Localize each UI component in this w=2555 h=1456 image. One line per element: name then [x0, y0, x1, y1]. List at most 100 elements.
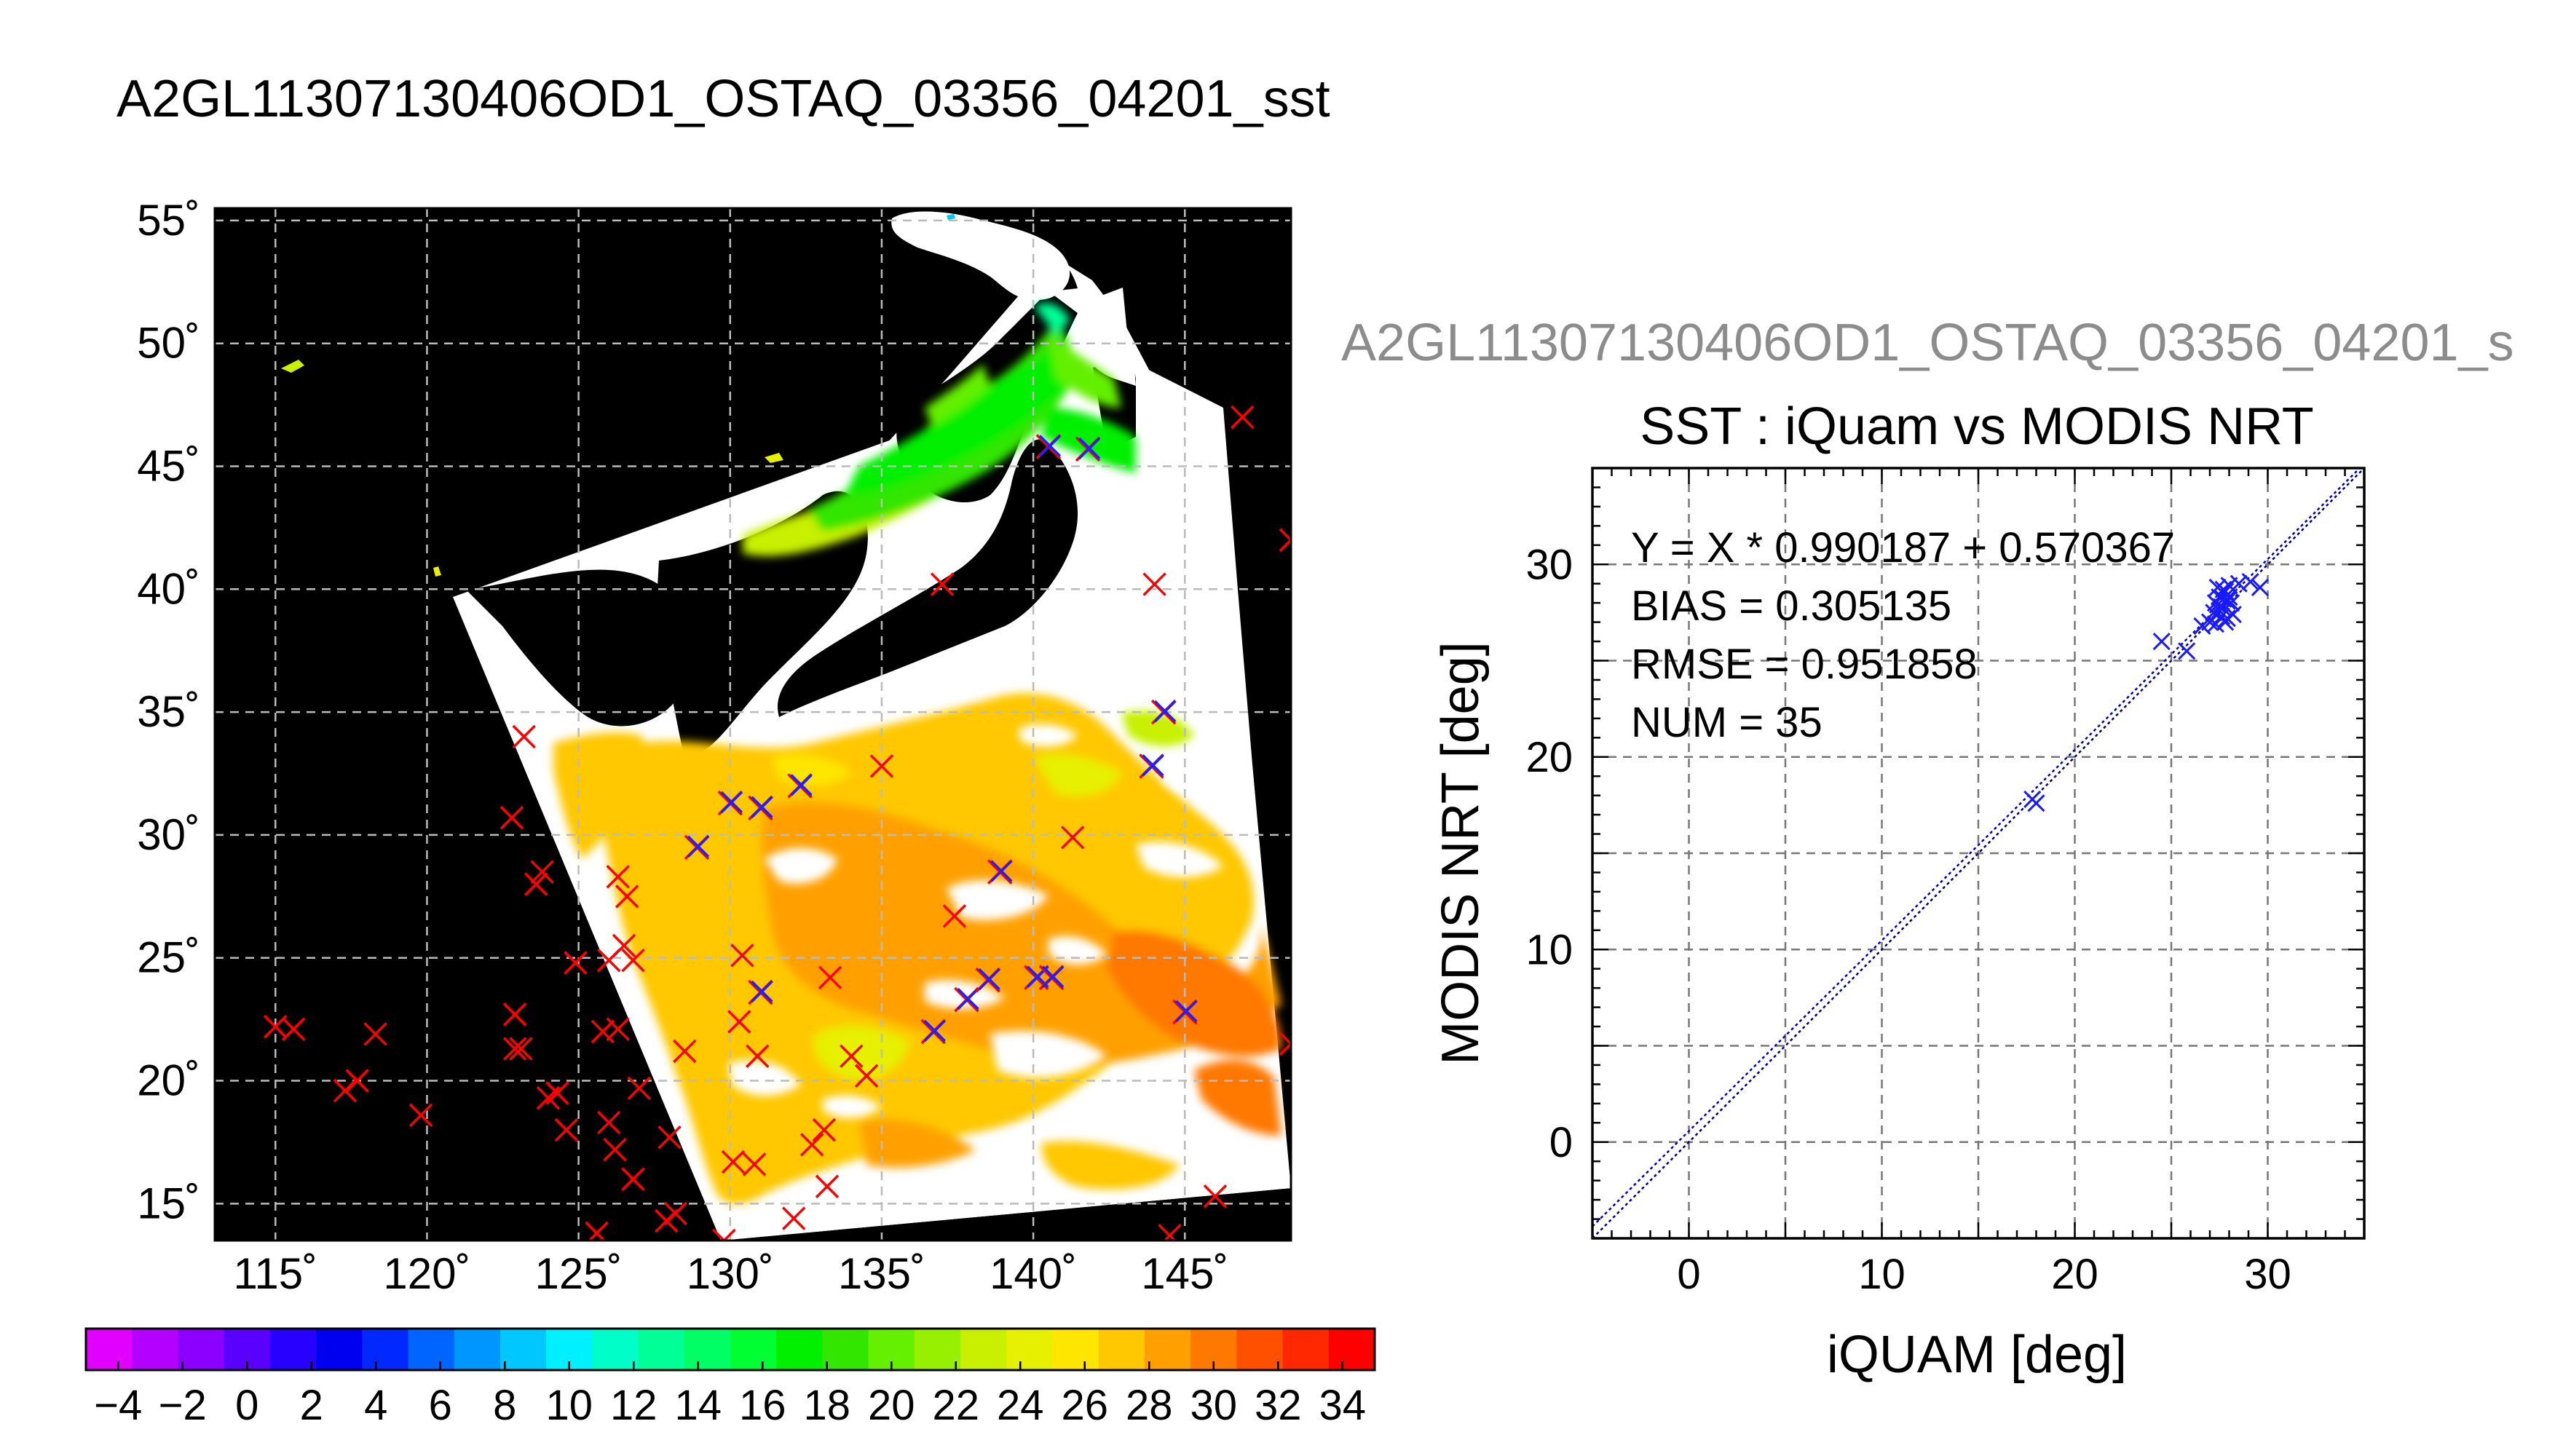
page-title: A2GL11307130406OD1_OSTAQ_03356_04201_sst	[117, 70, 1330, 128]
colorbar-tick-label: −4	[94, 1382, 142, 1429]
scatter-stat-line: NUM = 35	[1631, 699, 1823, 746]
insitu-marker	[657, 1125, 682, 1150]
map-x-ticks: 115˚ 120˚ 125˚ 130˚ 135˚ 140˚ 145˚	[233, 1249, 1228, 1298]
map-grid	[215, 208, 1291, 1241]
matched-marker-blue	[1041, 965, 1065, 988]
colorbar-swatch	[822, 1329, 869, 1370]
colorbar-swatch	[730, 1329, 777, 1370]
colorbar-swatch	[132, 1329, 178, 1370]
colorbar-swatch	[1098, 1329, 1145, 1370]
insitu-marker	[1279, 1032, 1291, 1056]
scatter-point	[2178, 642, 2196, 660]
map-x-tick-label: 130˚	[687, 1249, 774, 1298]
colorbar-tick-label: 34	[1319, 1382, 1366, 1429]
colorbar-tick-label: 30	[1190, 1382, 1237, 1429]
colorbar-swatches	[86, 1329, 1375, 1370]
insitu-marker	[942, 904, 967, 928]
insitu-marker	[815, 1174, 840, 1198]
colorbar-ticks: −4 −2 0 2 4 6 8 10 12 14 16 18 20 22 24 26 28 30 32 34	[94, 1361, 1366, 1429]
insitu-marker	[1158, 1224, 1182, 1241]
map-y-tick-label: 55˚	[137, 196, 200, 245]
matched-marker	[717, 790, 743, 816]
colorbar-tick-label: 28	[1126, 1382, 1173, 1429]
insitu-marker	[408, 1103, 433, 1128]
map-x-tick-label: 135˚	[838, 1249, 925, 1298]
insitu-marker	[1203, 1184, 1228, 1208]
insitu-marker	[591, 1019, 615, 1044]
insitu-marker	[597, 1110, 621, 1135]
colorbar-swatch	[638, 1329, 685, 1370]
insitu-marker	[1231, 405, 1255, 430]
matched-marker	[1150, 699, 1177, 725]
map-y-tick-label: 25˚	[137, 933, 200, 982]
map-y-ticks: 15˚ 20˚ 25˚ 30˚ 35˚ 40˚ 45˚ 50˚ 55˚	[137, 196, 200, 1227]
colorbar-swatch	[454, 1329, 501, 1370]
scatter-minor-ticks	[1591, 467, 2366, 1240]
insitu-marker	[530, 860, 554, 884]
insitu-marker	[1060, 826, 1085, 850]
matched-marker-blue	[1142, 754, 1164, 777]
scatter-x-ticks: 0 10 20 30	[1677, 1251, 2291, 1298]
insitu-marker	[621, 948, 645, 973]
scatter-y-tick-label: 30	[1525, 541, 1573, 588]
scatter-points	[2023, 572, 2269, 812]
scatter-y-label: MODIS NRT [deg]	[1431, 641, 1490, 1065]
colorbar-swatch	[408, 1329, 455, 1370]
insitu-marker	[712, 1228, 736, 1241]
insitu-marker	[499, 806, 524, 830]
insitu-marker	[840, 1044, 864, 1069]
colorbar-swatch	[776, 1329, 823, 1370]
insitu-marker	[545, 1081, 569, 1105]
colorbar-swatch	[316, 1329, 363, 1370]
scatter-x-tick-label: 20	[2051, 1251, 2098, 1298]
insitu-marker	[727, 1010, 751, 1034]
scatter-x-tick-label: 0	[1677, 1251, 1700, 1298]
insitu-marker	[554, 1117, 579, 1142]
scatter-x-tick-label: 30	[2244, 1251, 2291, 1298]
insitu-marker	[502, 1037, 527, 1061]
scatter-point	[2216, 613, 2235, 631]
matched-marker-blue	[978, 968, 1000, 991]
scatter-y-tick-label: 0	[1549, 1119, 1573, 1166]
map-y-tick-label: 15˚	[137, 1179, 200, 1227]
map-x-tick-label: 120˚	[383, 1249, 470, 1298]
insitu-marker	[746, 1044, 770, 1069]
colorbar-swatch	[684, 1329, 731, 1370]
insitu-marker	[721, 1150, 746, 1174]
matched-marker	[1172, 999, 1198, 1025]
colorbar-tick-label: 6	[429, 1382, 452, 1429]
matched-marker-blue	[1153, 700, 1177, 723]
insitu-marker	[854, 1064, 879, 1088]
map-markers	[264, 405, 1291, 1241]
matched-marker	[975, 967, 1000, 993]
colorbar-swatch	[1006, 1329, 1053, 1370]
matched-marker	[787, 773, 813, 799]
matched-marker	[954, 986, 979, 1013]
insitu-marker	[655, 1208, 679, 1233]
scatter-title: SST : iQuam vs MODIS NRT	[1640, 397, 2314, 456]
colorbar-swatch	[592, 1329, 639, 1370]
insitu-marker	[502, 1002, 527, 1026]
matched-marker-blue	[957, 987, 979, 1010]
insitu-marker	[606, 1017, 630, 1041]
scatter-y-ticks: 0 10 20 30	[1525, 541, 1573, 1166]
matched-marker-blue	[751, 796, 773, 819]
insitu-marker	[930, 572, 955, 596]
map-frame	[213, 207, 1292, 1242]
colorbar-tick-label: 14	[674, 1382, 722, 1429]
scatter-point	[2027, 794, 2045, 812]
insitu-marker	[612, 933, 636, 958]
matched-marker	[748, 795, 773, 821]
scatter-grid	[1592, 468, 2364, 1238]
insitu-marker	[363, 1022, 387, 1046]
colorbar-tick-label: 24	[997, 1382, 1044, 1429]
colorbar-swatch	[1052, 1329, 1099, 1370]
small-islands	[281, 214, 955, 577]
colorbar-swatch	[499, 1329, 547, 1370]
map-y-tick-label: 45˚	[137, 442, 200, 491]
colorbar-tick-label: 0	[235, 1382, 258, 1429]
matched-marker-blue	[923, 1019, 946, 1042]
map-x-tick-label: 125˚	[535, 1249, 623, 1298]
scatter-y-tick-label: 10	[1525, 926, 1573, 973]
